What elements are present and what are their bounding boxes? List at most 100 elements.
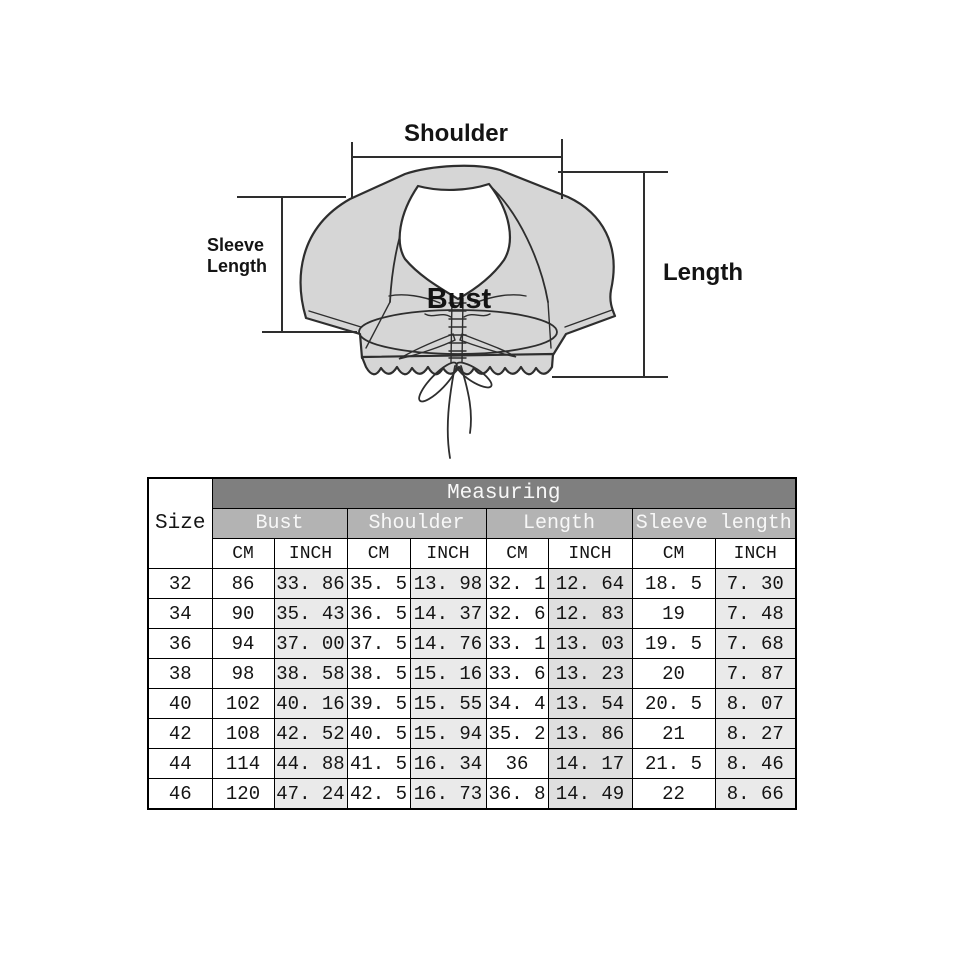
- measurement-cell: 12. 83: [547, 598, 633, 629]
- measurement-cell: 7. 48: [714, 598, 797, 629]
- measurement-cell: 8. 27: [714, 718, 797, 749]
- measurement-cell: 14. 49: [547, 778, 633, 810]
- measurement-cell: 38. 5: [346, 658, 411, 689]
- length-measure-line: [552, 171, 668, 378]
- unit-header-cm: CM: [211, 538, 275, 569]
- measurement-cell: 20: [631, 658, 716, 689]
- measurement-cell: 42. 52: [273, 718, 348, 749]
- measurement-cell: 35. 2: [485, 718, 549, 749]
- measurement-cell: 32. 6: [485, 598, 549, 629]
- unit-header-row: CM INCH CM INCH CM INCH CM INCH: [148, 538, 797, 569]
- measurement-cell: 41. 5: [346, 748, 411, 779]
- cuff-line-left: [308, 310, 362, 328]
- unit-header-cm: CM: [631, 538, 716, 569]
- cuff-line-right: [564, 309, 613, 328]
- size-row-36: 36 94 37. 00 37. 5 14. 76 33. 1 13. 03 19. 5 7. …: [147, 628, 797, 659]
- measurement-cell: 47. 24: [273, 778, 348, 810]
- size-cell: 34: [147, 598, 213, 629]
- measurement-diagram: Shoulder Sleeve Length Length Bust: [207, 120, 743, 459]
- size-header-cell: Size: [147, 477, 213, 569]
- measurement-cell: 21: [631, 718, 716, 749]
- unit-header-cm: CM: [346, 538, 411, 569]
- group-header-sleeve-length: Sleeve length: [631, 508, 797, 539]
- measurement-cell: 102: [211, 688, 275, 719]
- measurement-cell: 13. 03: [547, 628, 633, 659]
- measurement-cell: 42. 5: [346, 778, 411, 810]
- size-cell: 36: [147, 628, 213, 659]
- bust-curve: [358, 309, 558, 355]
- size-row-46: 46 120 47. 24 42. 5 16. 73 36. 8 14. 49 22 8. 66: [147, 778, 797, 810]
- measurement-cell: 12. 64: [547, 568, 633, 599]
- gather-line-right: [474, 294, 527, 304]
- measurement-cell: 16. 34: [409, 748, 487, 779]
- size-row-38: 38 98 38. 58 38. 5 15. 16 33. 6 13. 23 20 7. 87: [147, 658, 797, 689]
- gather-zigzag-left: [424, 313, 452, 318]
- shoulder-label: Shoulder: [404, 120, 508, 147]
- measurement-cell: 19: [631, 598, 716, 629]
- measurement-cell: 35. 43: [273, 598, 348, 629]
- measurement-cell: 90: [211, 598, 275, 629]
- unit-header-cm: CM: [485, 538, 549, 569]
- size-row-34: 34 90 35. 43 36. 5 14. 37 32. 6 12. 83 19 7. 48: [147, 598, 797, 629]
- measurement-cell: 16. 73: [409, 778, 487, 810]
- size-cell: 38: [147, 658, 213, 689]
- sleeve-length-measure-line: [237, 196, 357, 333]
- measurement-cell: 98: [211, 658, 275, 689]
- size-row-32: 32 86 33. 86 35. 5 13. 98 32. 1 12. 64 18. 5 7. …: [147, 568, 797, 599]
- measurement-cell: 14. 37: [409, 598, 487, 629]
- measurement-cell: 8. 46: [714, 748, 797, 779]
- measurement-cell: 7. 87: [714, 658, 797, 689]
- measurement-cell: 36. 5: [346, 598, 411, 629]
- measurement-cell: 34. 4: [485, 688, 549, 719]
- measurement-cell: 8. 66: [714, 778, 797, 810]
- measurement-cell: 44. 88: [273, 748, 348, 779]
- unit-header-inch: INCH: [714, 538, 797, 569]
- sleeve-length-label-line1: Sleeve: [207, 235, 264, 255]
- gather-zigzag-right: [463, 313, 491, 318]
- measurement-cell: 8. 07: [714, 688, 797, 719]
- measurement-cell: 35. 5: [346, 568, 411, 599]
- measurement-cell: 36. 8: [485, 778, 549, 810]
- measurement-cell: 86: [211, 568, 275, 599]
- unit-header-inch: INCH: [547, 538, 633, 569]
- measurement-cell: 13. 98: [409, 568, 487, 599]
- size-cell: 44: [147, 748, 213, 779]
- measurement-cell: 32. 1: [485, 568, 549, 599]
- group-header-row: Bust Shoulder Length Sleeve length: [148, 508, 797, 539]
- size-row-40: 40 102 40. 16 39. 5 15. 55 34. 4 13. 54 20. 5 8.…: [147, 688, 797, 719]
- size-cell: 40: [147, 688, 213, 719]
- unit-header-inch: INCH: [273, 538, 348, 569]
- size-cell: 32: [147, 568, 213, 599]
- size-cell: 42: [147, 718, 213, 749]
- measurement-cell: 33. 86: [273, 568, 348, 599]
- measurement-cell: 21. 5: [631, 748, 716, 779]
- side-seam-left: [365, 301, 391, 349]
- placket: [448, 297, 467, 363]
- dart-right: [459, 333, 517, 358]
- length-label: Length: [663, 259, 743, 286]
- measurement-cell: 36: [485, 748, 549, 779]
- measurement-cell: 40. 16: [273, 688, 348, 719]
- drawstring-bow: [418, 361, 493, 459]
- shoulder-measure-line: [351, 139, 563, 199]
- size-row-42: 42 108 42. 52 40. 5 15. 94 35. 2 13. 86 21 8. 27: [147, 718, 797, 749]
- sleeve-length-label-line2: Length: [207, 256, 267, 276]
- measurement-cell: 13. 23: [547, 658, 633, 689]
- measuring-header-cell: Measuring: [211, 477, 797, 509]
- measurement-cell: 22: [631, 778, 716, 810]
- measuring-header-row: Size Measuring: [147, 477, 797, 569]
- garment-illustration: [299, 164, 617, 459]
- measurement-cell: 33. 1: [485, 628, 549, 659]
- measurement-cell: 108: [211, 718, 275, 749]
- measurement-cell: 114: [211, 748, 275, 779]
- measurement-cell: 7. 30: [714, 568, 797, 599]
- measurement-cell: 19. 5: [631, 628, 716, 659]
- measurement-cell: 39. 5: [346, 688, 411, 719]
- dart-left: [398, 333, 456, 360]
- measurement-cell: 15. 16: [409, 658, 487, 689]
- measurement-cell: 14. 76: [409, 628, 487, 659]
- measurement-cell: 14. 17: [547, 748, 633, 779]
- measurement-cell: 15. 94: [409, 718, 487, 749]
- measurement-cell: 120: [211, 778, 275, 810]
